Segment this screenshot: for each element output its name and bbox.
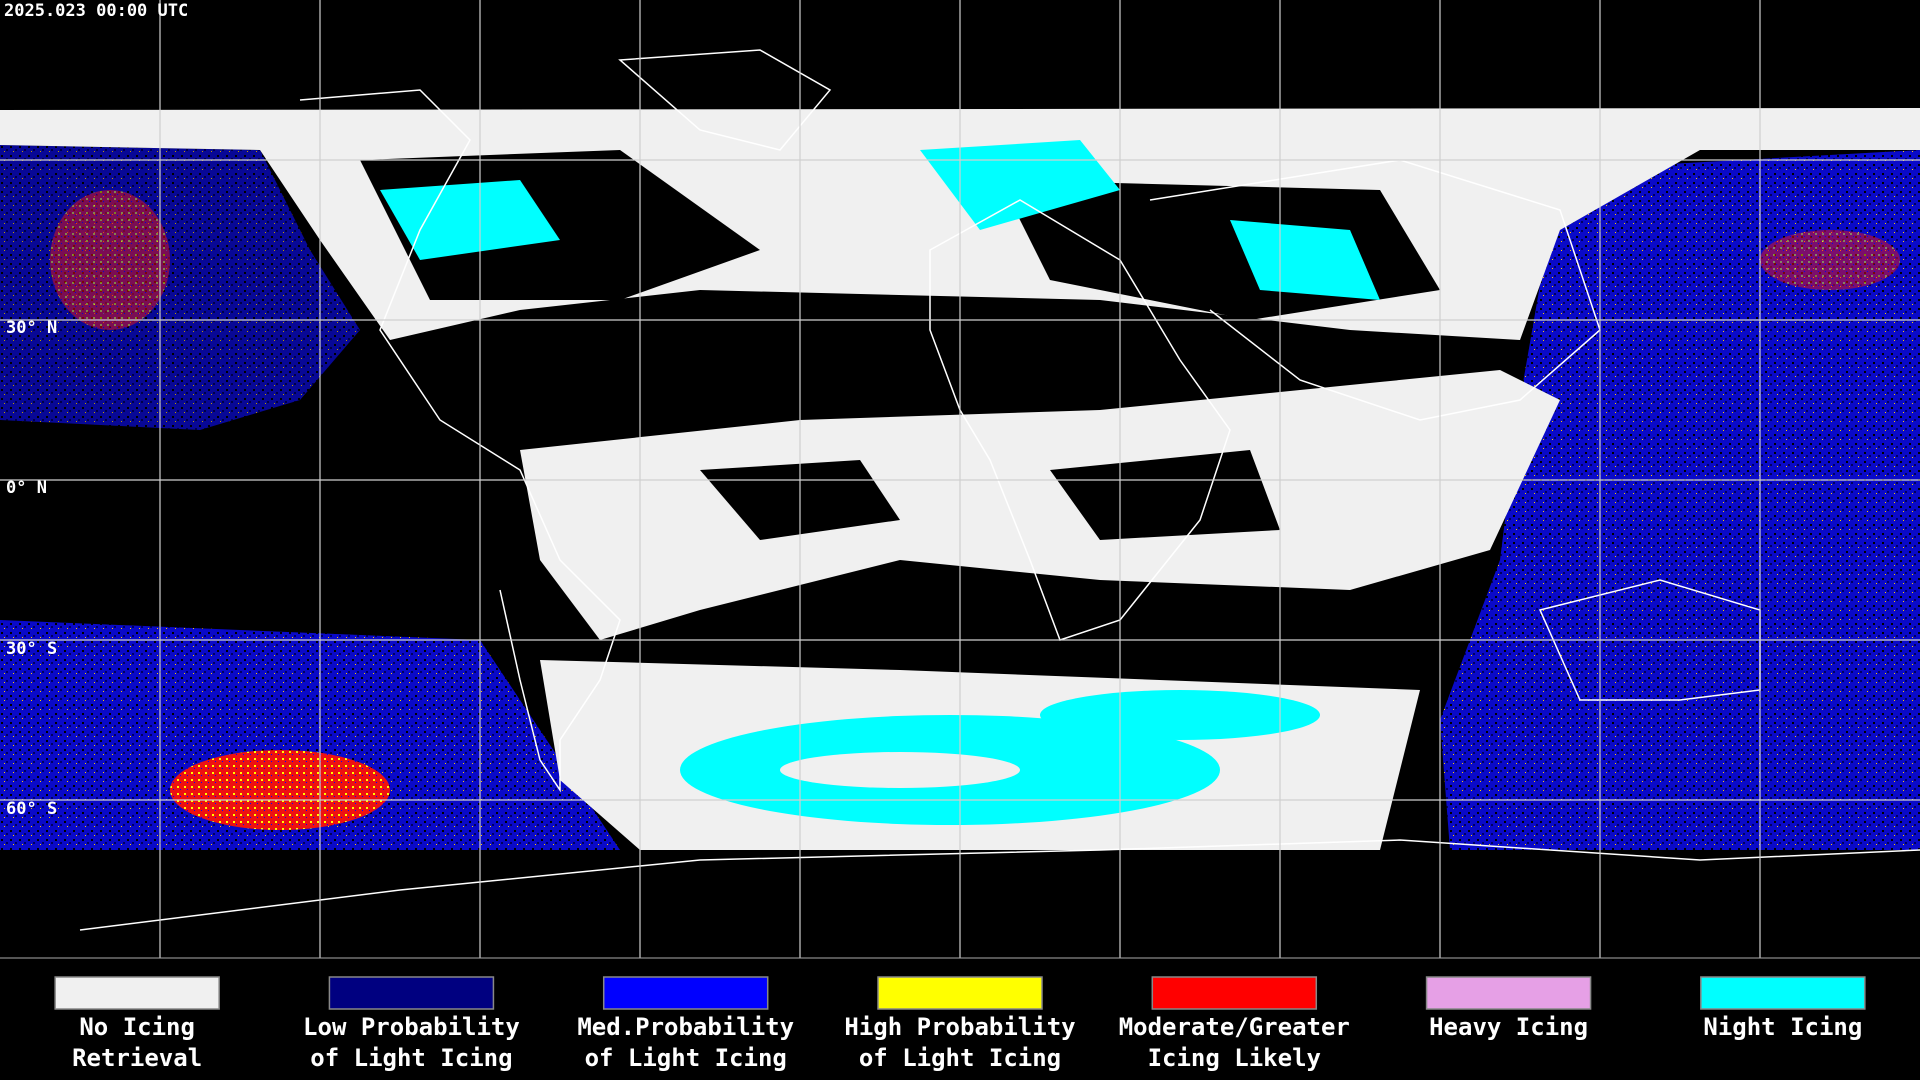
legend-swatch [328,976,495,1010]
legend-label: Moderate/Greater Icing Likely [1119,1013,1350,1072]
timestamp: 2025.023 00:00 UTC [4,1,188,21]
legend-swatch [602,976,769,1010]
graticule [0,0,1920,958]
latitude-label: 30° N [6,318,57,338]
legend-swatch [1425,976,1592,1010]
legend-label: Heavy Icing [1429,1013,1588,1041]
latitude-labels: 30° N 0° N 30° S 60° S [6,318,57,819]
legend-label-line: Heavy Icing [1429,1013,1588,1041]
latitude-label: 30° S [6,639,57,659]
legend-label-line: Icing Likely [1148,1044,1321,1072]
legend-label-line: High Probability [844,1013,1075,1041]
legend-label: Low Probability of Light Icing [303,1013,520,1072]
legend-swatch [1151,976,1318,1010]
legend-label-line: of Light Icing [310,1044,512,1072]
legend-label-line: Moderate/Greater [1119,1013,1350,1041]
legend-label-line: of Light Icing [585,1044,787,1072]
legend-swatch [1700,976,1866,1010]
legend-label-line: Med.Probability [577,1013,794,1041]
legend-label: Med.Probability of Light Icing [577,1013,794,1072]
latitude-label: 60° S [6,799,57,819]
legend-label-line: Low Probability [303,1013,520,1041]
legend-label: Night Icing [1703,1013,1862,1041]
legend-label-line: of Light Icing [859,1044,1061,1072]
legend-label-line: Retrieval [72,1044,202,1072]
legend-swatch [54,976,220,1010]
legend-label: No Icing Retrieval [72,1013,202,1072]
latitude-label: 0° N [6,478,47,498]
legend: No Icing Retrieval Low Probability of Light… [54,976,1866,1072]
legend-label-line: Night Icing [1703,1013,1862,1041]
legend-swatch [877,976,1043,1010]
legend-label-line: No Icing [79,1013,195,1041]
legend-label: High Probability of Light Icing [844,1013,1075,1072]
